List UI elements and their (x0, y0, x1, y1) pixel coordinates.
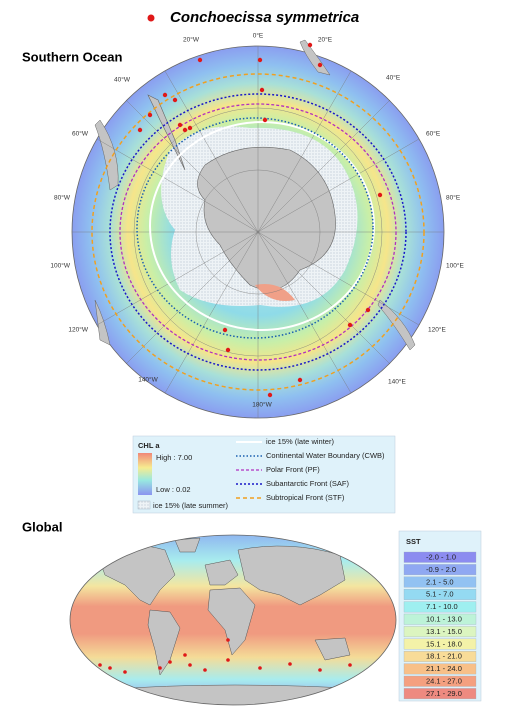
longitude-label: 100°W (50, 262, 70, 270)
legend-swatch (403, 675, 477, 687)
legend-title: SST (406, 537, 421, 546)
legend-label: Subantarctic Front (SAF) (266, 479, 349, 488)
longitude-label: 60°E (426, 130, 441, 138)
legend-label: 18.1 - 21.0 (426, 652, 462, 661)
legend-swatch (403, 663, 477, 675)
legend-swatch (403, 551, 477, 563)
longitude-label: 100°E (446, 262, 464, 270)
legend-dot (147, 14, 155, 22)
legend-label: Subtropical Front (STF) (266, 493, 345, 502)
legend-swatch (403, 626, 477, 638)
longitude-label: 140°E (388, 378, 406, 386)
legend-swatch (403, 601, 477, 613)
legend-swatch (403, 651, 477, 662)
legend-label: ice 15% (late winter) (266, 437, 334, 446)
sst-legend: SST -2.0 - 1.0 -0.9 - 2.0 2.1 - 5.0 5.1 - 7… (398, 530, 482, 702)
longitude-label: 180°W (252, 401, 272, 409)
longitude-label: 40°W (114, 76, 131, 84)
legend-swatch (403, 576, 477, 588)
longitude-label: 120°W (68, 326, 88, 334)
polar-map: 0°E 20°E 40°E 60°E 80°E 100°E 120°E 140°… (50, 32, 464, 419)
map-legend: CHL a High : 7.00 Low : 0.02 ice 15% (la… (132, 435, 396, 514)
longitude-label: 0°E (253, 32, 264, 40)
legend-label: High : 7.00 (156, 453, 192, 462)
legend-label: 15.1 - 18.0 (426, 639, 462, 648)
legend-label: Polar Front (PF) (266, 465, 320, 474)
longitude-label: 40°E (386, 74, 401, 82)
legend-label: 2.1 - 5.0 (426, 577, 454, 586)
legend-label: -2.0 - 1.0 (426, 552, 456, 561)
longitude-label: 80°W (54, 194, 71, 202)
longitude-label: 60°W (72, 130, 89, 138)
longitude-label: 80°E (446, 194, 461, 202)
legend-swatch (403, 613, 477, 625)
legend-label: 10.1 - 13.0 (426, 614, 462, 623)
longitude-label: 20°W (183, 36, 200, 44)
legend-label: 13.1 - 15.0 (426, 627, 462, 636)
legend-label: 24.1 - 27.0 (426, 676, 462, 685)
legend-swatch (403, 688, 477, 700)
legend-swatch (403, 564, 477, 576)
longitude-label: 140°W (138, 376, 158, 384)
world-map (70, 535, 396, 705)
title: Conchoecissa symmetrica (170, 9, 359, 26)
heading: Global (22, 519, 62, 534)
longitude-label: 20°E (318, 36, 333, 44)
legend-label: Low : 0.02 (156, 485, 191, 494)
heading: Southern Ocean (22, 49, 122, 64)
legend-title: CHL a (138, 441, 160, 450)
legend-label: ice 15% (late summer) (153, 501, 229, 510)
legend-label: 21.1 - 24.0 (426, 664, 462, 673)
longitude-label: 120°E (428, 326, 446, 334)
legend-label: 5.1 - 7.0 (426, 590, 454, 599)
legend-label: -0.9 - 2.0 (426, 565, 456, 574)
legend-swatch (403, 638, 477, 650)
legend-label: Continental Water Boundary (CWB) (266, 451, 385, 460)
legend-label: 27.1 - 29.0 (426, 689, 462, 698)
legend-label: 7.1 - 10.0 (426, 602, 458, 611)
legend-swatch (403, 589, 477, 600)
